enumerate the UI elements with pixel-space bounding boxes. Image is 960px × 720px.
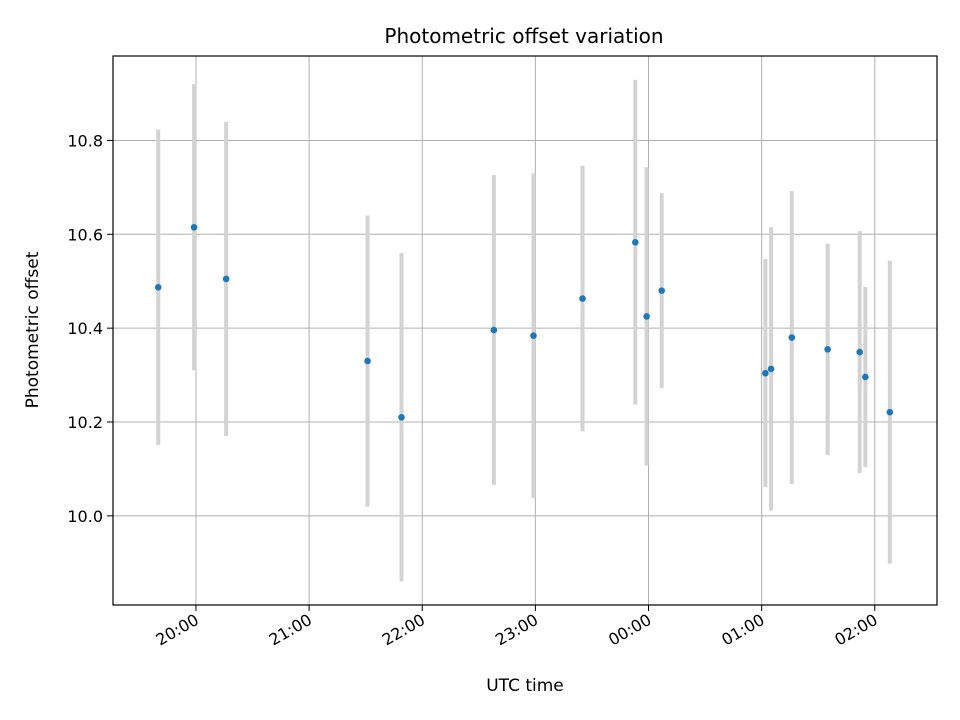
data-point <box>190 223 198 231</box>
data-point <box>886 408 894 416</box>
data-point <box>364 357 371 365</box>
data-point <box>632 238 639 246</box>
x-axis-ticks: 20:00 21:00 22:00 23:00 00:00 01:00 02:00 <box>153 605 881 650</box>
x-tick-label: 01:00 <box>718 610 767 650</box>
data-point <box>788 334 796 341</box>
data-point <box>824 345 831 353</box>
data-point <box>658 287 666 294</box>
x-tick-label: 02:00 <box>831 610 880 650</box>
data-points <box>154 223 894 421</box>
data-point <box>767 365 775 373</box>
data-point <box>530 332 537 339</box>
y-tick-label: 10.8 <box>67 131 103 150</box>
x-axis-title: UTC time <box>486 676 564 696</box>
x-tick-label: 23:00 <box>492 610 541 650</box>
y-axis-title: Photometric offset <box>23 251 43 408</box>
y-tick-label: 10.6 <box>67 225 103 244</box>
data-point <box>856 348 863 356</box>
y-axis-ticks: 10.0 10.2 10.4 10.6 10.8 <box>67 131 113 526</box>
x-tick-label: 20:00 <box>153 610 202 650</box>
grid <box>113 56 937 605</box>
chart-title: Photometric offset variation <box>384 24 663 48</box>
data-point <box>222 275 230 283</box>
errorbars <box>156 79 892 582</box>
x-tick-label: 21:00 <box>266 610 315 650</box>
y-tick-label: 10.4 <box>67 319 103 338</box>
data-point <box>643 313 650 320</box>
data-point <box>398 414 405 421</box>
y-tick-label: 10.0 <box>67 507 103 526</box>
data-point <box>490 326 498 334</box>
plot-frame <box>112 55 938 606</box>
x-tick-label: 22:00 <box>379 610 428 650</box>
data-point <box>579 295 586 302</box>
data-point <box>762 369 769 377</box>
data-point <box>154 284 162 291</box>
x-tick-label: 00:00 <box>605 610 654 650</box>
y-tick-label: 10.2 <box>67 413 103 432</box>
data-point <box>862 373 869 381</box>
